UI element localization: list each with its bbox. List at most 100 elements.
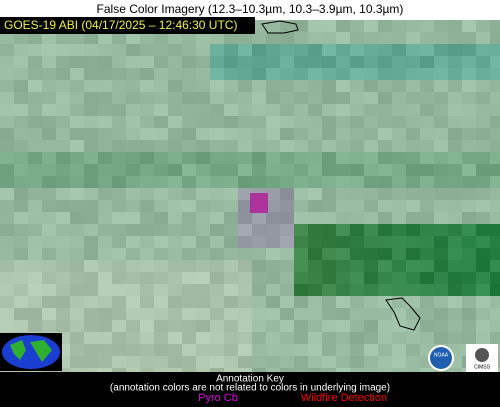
image-pixel [378, 212, 392, 224]
image-pixel [182, 296, 196, 308]
image-pixel [224, 116, 238, 128]
image-pixel [0, 200, 14, 212]
image-pixel [168, 344, 182, 356]
image-pixel [294, 56, 308, 68]
image-pixel [280, 116, 294, 128]
image-pixel [294, 320, 308, 332]
image-pixel [210, 200, 224, 212]
image-pixel [294, 188, 308, 200]
image-pixel [196, 308, 210, 320]
logo-text: NOAA [434, 352, 449, 358]
image-pixel [252, 56, 266, 68]
image-pixel [196, 248, 210, 260]
image-pixel [350, 296, 364, 308]
image-pixel [182, 260, 196, 272]
image-pixel [448, 80, 462, 92]
image-pixel [196, 44, 210, 56]
image-pixel [420, 56, 434, 68]
image-pixel [364, 92, 378, 104]
image-pixel [322, 212, 336, 224]
image-pixel [322, 296, 336, 308]
image-pixel [28, 260, 42, 272]
title-bar [0, 0, 500, 20]
image-pixel [420, 80, 434, 92]
image-pixel [448, 44, 462, 56]
image-pixel [350, 332, 364, 344]
image-pixel [238, 296, 252, 308]
image-pixel [392, 344, 406, 356]
image-pixel [336, 92, 350, 104]
image-pixel [448, 272, 462, 284]
image-pixel [350, 80, 364, 92]
image-pixel [490, 320, 500, 332]
image-pixel [252, 344, 266, 356]
image-pixel [280, 104, 294, 116]
image-pixel [210, 344, 224, 356]
image-pixel [196, 116, 210, 128]
image-pixel [210, 140, 224, 152]
image-pixel [490, 224, 500, 236]
image-pixel [210, 224, 224, 236]
image-pixel [154, 272, 168, 284]
image-pixel [378, 152, 392, 164]
image-pixel [350, 188, 364, 200]
image-pixel [322, 116, 336, 128]
image-pixel [308, 20, 322, 32]
image-pixel [364, 296, 378, 308]
image-pixel [98, 44, 112, 56]
image-pixel [182, 224, 196, 236]
image-pixel [112, 284, 126, 296]
image-pixel [238, 320, 252, 332]
image-pixel [364, 128, 378, 140]
image-pixel [70, 140, 84, 152]
image-pixel [336, 332, 350, 344]
image-pixel [462, 248, 476, 260]
image-pixel [294, 68, 308, 80]
image-pixel [322, 20, 336, 32]
image-pixel [420, 164, 434, 176]
image-pixel [420, 140, 434, 152]
image-pixel [42, 212, 56, 224]
image-pixel [350, 116, 364, 128]
image-pixel [224, 248, 238, 260]
image-pixel [224, 200, 238, 212]
image-pixel [126, 356, 140, 368]
image-pixel [210, 284, 224, 296]
image-pixel [224, 176, 238, 188]
image-pixel [420, 44, 434, 56]
image-pixel [210, 308, 224, 320]
image-pixel [406, 80, 420, 92]
image-pixel [490, 272, 500, 284]
image-pixel [490, 68, 500, 80]
image-pixel [168, 176, 182, 188]
image-pixel [28, 164, 42, 176]
image-pixel [210, 248, 224, 260]
image-pixel [210, 332, 224, 344]
image-pixel [420, 104, 434, 116]
image-pixel [364, 140, 378, 152]
image-pixel [70, 32, 84, 44]
image-pixel [336, 128, 350, 140]
image-pixel [154, 308, 168, 320]
image-pixel [126, 188, 140, 200]
image-pixel [448, 224, 462, 236]
image-pixel [434, 92, 448, 104]
image-pixel [378, 128, 392, 140]
image-pixel [154, 56, 168, 68]
image-pixel [420, 200, 434, 212]
image-pixel [308, 356, 322, 368]
image-pixel [434, 296, 448, 308]
image-pixel [126, 236, 140, 248]
image-pixel [462, 140, 476, 152]
image-pixel [140, 212, 154, 224]
image-pixel [182, 128, 196, 140]
image-pixel [98, 332, 112, 344]
image-pixel [280, 332, 294, 344]
image-pixel [84, 32, 98, 44]
image-pixel [364, 32, 378, 44]
image-pixel [98, 320, 112, 332]
image-pixel [238, 224, 252, 236]
image-pixel [252, 152, 266, 164]
image-pixel [308, 56, 322, 68]
image-pixel [154, 284, 168, 296]
